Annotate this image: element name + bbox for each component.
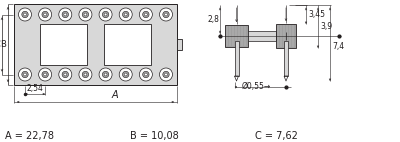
Text: B = 10,08: B = 10,08: [130, 131, 179, 141]
Circle shape: [99, 8, 112, 21]
Bar: [14, 4, 177, 85]
Text: A: A: [112, 90, 118, 101]
Circle shape: [143, 11, 149, 18]
Circle shape: [79, 68, 92, 81]
Circle shape: [62, 71, 68, 78]
Circle shape: [102, 71, 109, 78]
Circle shape: [104, 13, 107, 16]
Circle shape: [139, 68, 152, 81]
Circle shape: [82, 11, 89, 18]
Bar: [234, 41, 238, 76]
Circle shape: [24, 73, 26, 76]
Circle shape: [22, 11, 28, 18]
Circle shape: [119, 68, 132, 81]
Text: C = 7,62: C = 7,62: [255, 131, 298, 141]
Circle shape: [59, 68, 72, 81]
Circle shape: [163, 11, 169, 18]
Circle shape: [144, 13, 147, 16]
Circle shape: [39, 68, 52, 81]
Circle shape: [124, 73, 127, 76]
Circle shape: [165, 13, 168, 16]
Text: B: B: [0, 40, 6, 49]
Circle shape: [122, 71, 129, 78]
Text: 3,45: 3,45: [308, 10, 325, 19]
Bar: [177, 39, 182, 50]
Circle shape: [124, 13, 127, 16]
Circle shape: [104, 73, 107, 76]
Text: 2,54: 2,54: [27, 83, 44, 92]
Circle shape: [44, 13, 46, 16]
Bar: [248, 31, 276, 41]
Circle shape: [99, 68, 112, 81]
Circle shape: [39, 8, 52, 21]
Circle shape: [82, 71, 89, 78]
Circle shape: [64, 13, 67, 16]
Circle shape: [139, 8, 152, 21]
Text: Ø0,55→: Ø0,55→: [242, 83, 271, 91]
Circle shape: [160, 68, 172, 81]
Circle shape: [143, 71, 149, 78]
Bar: [284, 41, 288, 76]
Circle shape: [64, 73, 67, 76]
Circle shape: [122, 11, 129, 18]
Circle shape: [160, 8, 172, 21]
Text: A = 22,78: A = 22,78: [5, 131, 54, 141]
Text: 3,9: 3,9: [320, 22, 332, 31]
Circle shape: [18, 68, 32, 81]
Circle shape: [102, 11, 109, 18]
Circle shape: [79, 8, 92, 21]
Circle shape: [42, 11, 48, 18]
Bar: [276, 24, 296, 48]
Text: 7,4: 7,4: [332, 42, 344, 52]
Bar: [40, 24, 87, 65]
Circle shape: [18, 8, 32, 21]
Circle shape: [59, 8, 72, 21]
Circle shape: [163, 71, 169, 78]
Circle shape: [42, 71, 48, 78]
Bar: [225, 25, 248, 47]
Circle shape: [24, 13, 26, 16]
Circle shape: [62, 11, 68, 18]
Bar: [104, 24, 151, 65]
Circle shape: [165, 73, 168, 76]
Circle shape: [84, 73, 87, 76]
Circle shape: [44, 73, 46, 76]
Circle shape: [84, 13, 87, 16]
Circle shape: [144, 73, 147, 76]
Text: 2,8: 2,8: [207, 15, 219, 24]
Circle shape: [22, 71, 28, 78]
Circle shape: [119, 8, 132, 21]
